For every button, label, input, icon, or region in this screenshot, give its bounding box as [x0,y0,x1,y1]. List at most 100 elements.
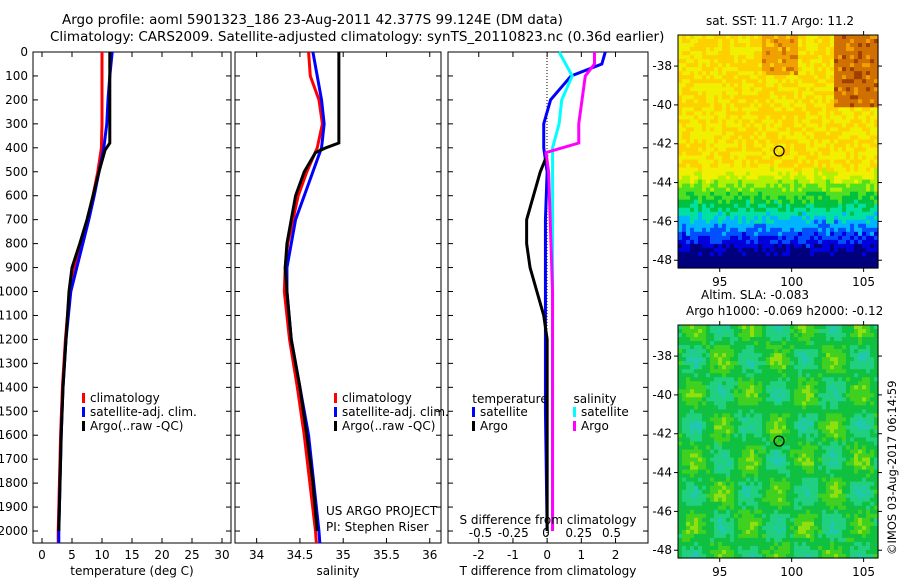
map-cell [802,381,807,386]
map-cell [690,211,695,217]
map-cell [826,381,831,386]
map-cell [818,211,823,217]
map-cell [742,39,747,44]
map-cell [866,337,871,342]
map-cell [858,255,863,261]
map-cell [854,115,859,120]
map-cell [842,171,847,177]
map-cell [834,409,839,414]
map-cell [706,341,711,346]
map-cell [718,353,723,358]
map-cell [846,55,851,60]
map-cell [734,163,739,169]
map-cell [754,329,759,334]
map-cell [706,373,711,378]
map-cell [758,187,763,193]
map-cell [782,171,787,177]
map-cell [746,333,751,338]
map-cell [786,47,791,52]
map-cell [782,195,787,201]
map-cell [678,127,683,133]
map-cell [762,465,767,471]
map-cell [846,179,851,185]
map-cell [734,361,739,366]
map-cell [702,159,707,165]
map-cell [822,409,827,414]
map-cell [702,445,707,451]
map-cell [778,67,783,72]
map-cell [714,263,719,269]
map-cell [858,179,863,185]
temperature-axes-box [32,51,232,544]
map-cell [830,433,835,439]
map-cell [802,71,807,76]
map-cell [778,107,783,112]
map-cell [722,71,727,76]
map-cell [730,119,735,124]
map-cell [842,115,847,120]
map-cell [858,259,863,265]
map-cell [762,55,767,60]
map-cell [826,99,831,104]
map-cell [850,393,855,398]
map-cell [802,163,807,169]
map-cell [686,231,691,237]
map-cell [782,107,787,112]
map-cell [822,465,827,471]
map-cell [686,333,691,338]
map-cell [730,239,735,245]
map-cell [866,361,871,366]
map-cell [854,421,859,427]
map-cell [870,377,875,382]
map-cell [686,227,691,233]
map-cell [806,357,811,362]
map-cell [758,203,763,209]
map-cell [830,425,835,431]
map-cell [862,139,867,145]
map-cell [726,365,731,370]
map-cell [790,47,795,52]
map-cell [834,167,839,173]
map-cell [690,259,695,265]
map-cell [782,441,787,447]
map-cell [790,119,795,124]
map-cell [742,43,747,48]
map-cell [854,259,859,265]
map-cell [830,163,835,169]
map-cell [846,465,851,471]
map-cell [782,167,787,173]
map-cell [738,369,743,374]
map-cell [686,413,691,418]
map-cell [834,143,839,149]
map-cell [790,195,795,201]
map-cell [794,405,799,410]
map-cell [714,191,719,197]
map-cell [794,187,799,193]
map-cell [778,167,783,173]
map-cell [818,349,823,354]
map-cell [846,39,851,44]
map-cell [730,35,735,40]
map-cell [706,147,711,153]
map-cell [682,409,687,414]
map-cell [834,453,839,459]
map-cell [698,369,703,374]
map-cell [862,115,867,120]
map-cell [786,207,791,213]
map-cell [758,235,763,241]
map-cell [742,111,747,116]
map-cell [774,35,779,40]
map-cell [830,135,835,141]
map-cell [858,103,863,108]
map-cell [774,429,779,435]
map-cell [814,337,819,342]
map-cell [846,71,851,76]
map-cell [798,413,803,418]
map-cell [874,203,879,209]
map-cell [722,345,727,350]
map-cell [782,59,787,64]
map-cell [798,227,803,233]
map-cell [862,103,867,108]
map-cell [690,91,695,96]
map-cell [790,263,795,269]
